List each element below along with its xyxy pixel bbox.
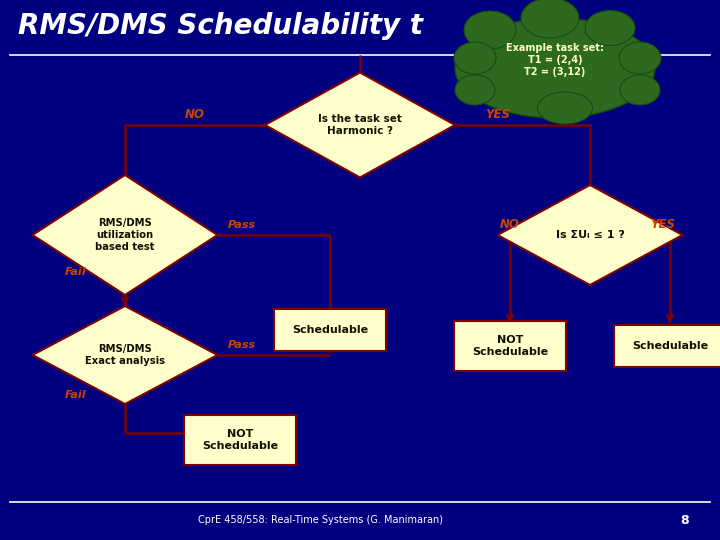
Ellipse shape xyxy=(585,10,635,45)
FancyBboxPatch shape xyxy=(184,415,296,465)
Text: 8: 8 xyxy=(680,514,689,526)
Polygon shape xyxy=(32,175,217,295)
Text: Pass: Pass xyxy=(228,340,256,350)
Text: NOT
Schedulable: NOT Schedulable xyxy=(472,335,548,357)
Polygon shape xyxy=(265,72,455,178)
Ellipse shape xyxy=(454,42,496,74)
Text: Example task set:
T1 = (2,4)
T2 = (3,12): Example task set: T1 = (2,4) T2 = (3,12) xyxy=(506,43,604,77)
Text: YES: YES xyxy=(650,218,675,231)
Ellipse shape xyxy=(455,75,495,105)
Text: Fail: Fail xyxy=(65,267,86,277)
Polygon shape xyxy=(498,185,683,285)
Ellipse shape xyxy=(455,18,655,118)
Text: RMS/DMS
utilization
based test: RMS/DMS utilization based test xyxy=(95,218,155,252)
Ellipse shape xyxy=(538,92,593,124)
Text: Is the task set
Harmonic ?: Is the task set Harmonic ? xyxy=(318,114,402,136)
Text: YES: YES xyxy=(485,108,510,121)
Text: Pass: Pass xyxy=(228,220,256,230)
Ellipse shape xyxy=(464,11,516,49)
FancyBboxPatch shape xyxy=(274,309,386,351)
Text: Fail: Fail xyxy=(65,390,86,400)
Text: RMS/DMS
Exact analysis: RMS/DMS Exact analysis xyxy=(85,344,165,366)
Text: CprE 458/558: Real-Time Systems (G. Manimaran): CprE 458/558: Real-Time Systems (G. Mani… xyxy=(197,515,443,525)
Text: Schedulable: Schedulable xyxy=(292,325,368,335)
Ellipse shape xyxy=(521,0,579,38)
Text: NOT
Schedulable: NOT Schedulable xyxy=(202,429,278,451)
Text: NO: NO xyxy=(185,108,205,121)
Text: Is ΣUᵢ ≤ 1 ?: Is ΣUᵢ ≤ 1 ? xyxy=(556,230,624,240)
Text: Schedulable: Schedulable xyxy=(632,341,708,351)
FancyBboxPatch shape xyxy=(614,325,720,367)
Polygon shape xyxy=(32,306,217,404)
Ellipse shape xyxy=(620,75,660,105)
Text: RMS/DMS Schedulability t: RMS/DMS Schedulability t xyxy=(18,12,423,40)
Text: NO: NO xyxy=(500,218,520,231)
FancyBboxPatch shape xyxy=(454,321,566,371)
Ellipse shape xyxy=(619,42,661,74)
